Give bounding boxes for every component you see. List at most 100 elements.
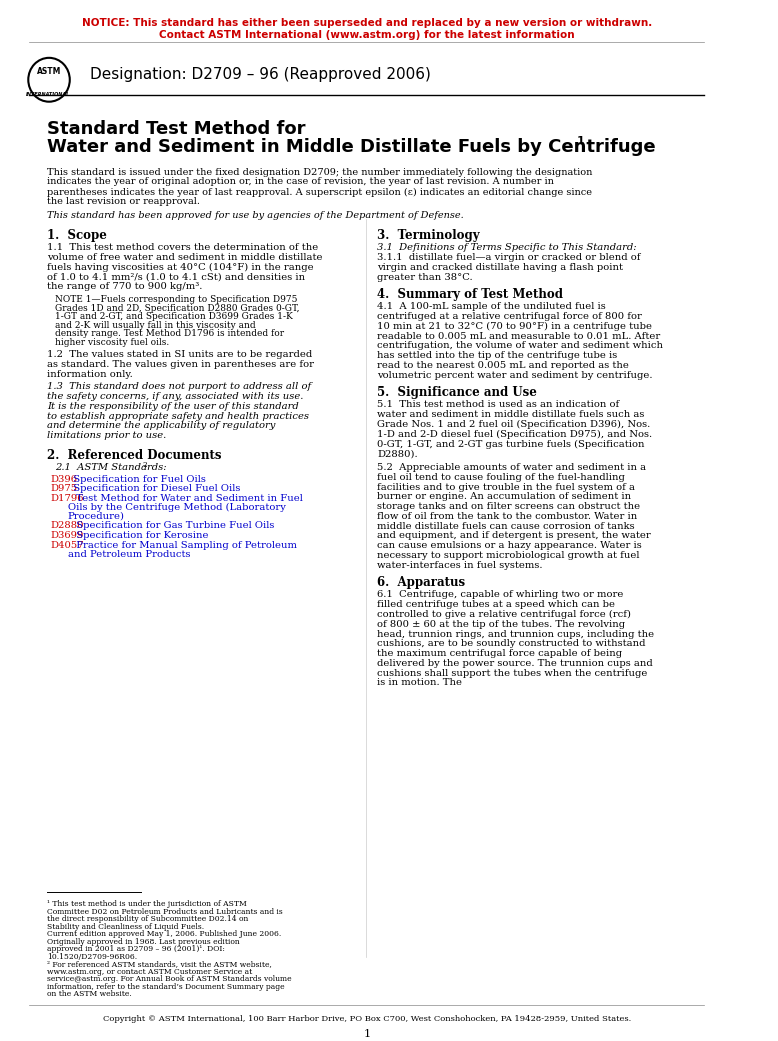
Text: to establish appropriate safety and health practices: to establish appropriate safety and heal…	[47, 411, 309, 421]
Text: indicates the year of original adoption or, in the case of revision, the year of: indicates the year of original adoption …	[47, 177, 554, 186]
Text: Specification for Kerosine: Specification for Kerosine	[71, 531, 209, 540]
Text: 5.1  This test method is used as an indication of: 5.1 This test method is used as an indic…	[377, 401, 619, 409]
Text: of 800 ± 60 at the tip of the tubes. The revolving: of 800 ± 60 at the tip of the tubes. The…	[377, 619, 626, 629]
Text: fuels having viscosities at 40°C (104°F) in the range: fuels having viscosities at 40°C (104°F)…	[47, 262, 314, 272]
Text: delivered by the power source. The trunnion cups and: delivered by the power source. The trunn…	[377, 659, 653, 668]
Text: parentheses indicates the year of last reapproval. A superscript epsilon (ε) ind: parentheses indicates the year of last r…	[47, 187, 592, 197]
Text: the direct responsibility of Subcommittee D02.14 on: the direct responsibility of Subcommitte…	[47, 915, 248, 923]
Text: D3699: D3699	[51, 531, 84, 540]
Text: burner or engine. An accumulation of sediment in: burner or engine. An accumulation of sed…	[377, 492, 631, 502]
Text: INTERNATIONAL: INTERNATIONAL	[26, 92, 70, 97]
Text: the last revision or reapproval.: the last revision or reapproval.	[47, 198, 200, 206]
Text: D975: D975	[51, 484, 78, 493]
Text: is in motion. The: is in motion. The	[377, 679, 462, 687]
Text: Test Method for Water and Sediment in Fuel: Test Method for Water and Sediment in Fu…	[71, 494, 303, 503]
Text: Water and Sediment in Middle Distillate Fuels by Centrifuge: Water and Sediment in Middle Distillate …	[47, 137, 656, 155]
Text: D1796: D1796	[51, 494, 85, 503]
Text: Grade Nos. 1 and 2 fuel oil (Specification D396), Nos.: Grade Nos. 1 and 2 fuel oil (Specificati…	[377, 420, 650, 429]
Text: and Petroleum Products: and Petroleum Products	[68, 550, 191, 559]
Text: volumetric percent water and sediment by centrifuge.: volumetric percent water and sediment by…	[377, 371, 653, 380]
Text: 5.2  Appreciable amounts of water and sediment in a: 5.2 Appreciable amounts of water and sed…	[377, 463, 647, 472]
Text: Specification for Gas Turbine Fuel Oils: Specification for Gas Turbine Fuel Oils	[71, 522, 275, 531]
Text: 1.  Scope: 1. Scope	[47, 229, 107, 243]
Text: necessary to support microbiological growth at fuel: necessary to support microbiological gro…	[377, 551, 640, 560]
Text: NOTE 1—Fuels corresponding to Specification D975: NOTE 1—Fuels corresponding to Specificat…	[54, 296, 297, 304]
Text: controlled to give a relative centrifugal force (rcf): controlled to give a relative centrifuga…	[377, 610, 631, 619]
Text: 5.  Significance and Use: 5. Significance and Use	[377, 386, 537, 400]
Text: of 1.0 to 4.1 mm²/s (1.0 to 4.1 cSt) and densities in: of 1.0 to 4.1 mm²/s (1.0 to 4.1 cSt) and…	[47, 273, 305, 282]
Text: This standard is issued under the fixed designation D2709; the number immediatel: This standard is issued under the fixed …	[47, 168, 593, 177]
Text: 1: 1	[577, 135, 585, 146]
Text: 1: 1	[363, 1029, 370, 1039]
Text: higher viscosity fuel oils.: higher viscosity fuel oils.	[54, 337, 169, 347]
Text: on the ASTM website.: on the ASTM website.	[47, 990, 132, 998]
Text: middle distillate fuels can cause corrosion of tanks: middle distillate fuels can cause corros…	[377, 522, 635, 531]
Text: approved in 2001 as D2709 – 96 (2001)¹. DOI:: approved in 2001 as D2709 – 96 (2001)¹. …	[47, 945, 225, 954]
Text: facilities and to give trouble in the fuel system of a: facilities and to give trouble in the fu…	[377, 483, 635, 491]
Text: Current edition approved May 1, 2006. Published June 2006.: Current edition approved May 1, 2006. Pu…	[47, 931, 282, 938]
Text: and 2-K will usually fall in this viscosity and: and 2-K will usually fall in this viscos…	[54, 321, 255, 330]
Text: storage tanks and on filter screens can obstruct the: storage tanks and on filter screens can …	[377, 502, 640, 511]
Text: and equipment, and if detergent is present, the water: and equipment, and if detergent is prese…	[377, 531, 651, 540]
Text: Oils by the Centrifuge Method (Laboratory: Oils by the Centrifuge Method (Laborator…	[68, 503, 286, 512]
Text: 3.1.1  distillate fuel—a virgin or cracked or blend of: 3.1.1 distillate fuel—a virgin or cracke…	[377, 253, 640, 262]
Text: Standard Test Method for: Standard Test Method for	[47, 120, 306, 137]
Text: ² For referenced ASTM standards, visit the ASTM website,: ² For referenced ASTM standards, visit t…	[47, 960, 272, 968]
Text: service@astm.org. For Annual Book of ASTM Standards volume: service@astm.org. For Annual Book of AST…	[47, 975, 292, 983]
Text: 6.  Apparatus: 6. Apparatus	[377, 577, 465, 589]
Text: It is the responsibility of the user of this standard: It is the responsibility of the user of …	[47, 402, 299, 411]
Text: Specification for Diesel Fuel Oils: Specification for Diesel Fuel Oils	[67, 484, 240, 493]
Text: limitations prior to use.: limitations prior to use.	[47, 431, 166, 440]
Text: cushions, are to be soundly constructed to withstand: cushions, are to be soundly constructed …	[377, 639, 646, 649]
Text: 2.1  ASTM Standards:: 2.1 ASTM Standards:	[54, 463, 166, 472]
Text: 2: 2	[142, 461, 147, 468]
Text: density range. Test Method D1796 is intended for: density range. Test Method D1796 is inte…	[54, 329, 284, 338]
Text: NOTICE: This standard has either been superseded and replaced by a new version o: NOTICE: This standard has either been su…	[82, 18, 652, 28]
Text: Practice for Manual Sampling of Petroleum: Practice for Manual Sampling of Petroleu…	[71, 541, 297, 550]
Text: 10 min at 21 to 32°C (70 to 90°F) in a centrifuge tube: 10 min at 21 to 32°C (70 to 90°F) in a c…	[377, 322, 652, 331]
Text: and determine the applicability of regulatory: and determine the applicability of regul…	[47, 422, 275, 430]
Text: Originally approved in 1968. Last previous edition: Originally approved in 1968. Last previo…	[47, 938, 240, 945]
Text: Procedure): Procedure)	[68, 512, 125, 520]
Text: flow of oil from the tank to the combustor. Water in: flow of oil from the tank to the combust…	[377, 512, 637, 520]
Text: www.astm.org, or contact ASTM Customer Service at: www.astm.org, or contact ASTM Customer S…	[47, 968, 252, 975]
Text: 4.  Summary of Test Method: 4. Summary of Test Method	[377, 288, 563, 301]
Text: 1-GT and 2-GT, and Specification D3699 Grades 1-K: 1-GT and 2-GT, and Specification D3699 G…	[54, 312, 293, 321]
Text: D4057: D4057	[51, 541, 85, 550]
Text: cushions shall support the tubes when the centrifuge: cushions shall support the tubes when th…	[377, 668, 647, 678]
Text: virgin and cracked distillate having a flash point: virgin and cracked distillate having a f…	[377, 262, 623, 272]
Text: 3.1  Definitions of Terms Specific to This Standard:: 3.1 Definitions of Terms Specific to Thi…	[377, 244, 636, 252]
Text: readable to 0.005 mL and measurable to 0.01 mL. After: readable to 0.005 mL and measurable to 0…	[377, 332, 661, 340]
Text: 10.1520/D2709-96R06.: 10.1520/D2709-96R06.	[47, 953, 137, 961]
Text: greater than 38°C.: greater than 38°C.	[377, 273, 473, 282]
Text: water and sediment in middle distillate fuels such as: water and sediment in middle distillate …	[377, 410, 644, 420]
Text: Copyright © ASTM International, 100 Barr Harbor Drive, PO Box C700, West Conshoh: Copyright © ASTM International, 100 Barr…	[103, 1015, 631, 1023]
Text: can cause emulsions or a hazy appearance. Water is: can cause emulsions or a hazy appearance…	[377, 541, 642, 551]
Text: volume of free water and sediment in middle distillate: volume of free water and sediment in mid…	[47, 253, 323, 262]
Text: read to the nearest 0.005 mL and reported as the: read to the nearest 0.005 mL and reporte…	[377, 361, 629, 370]
Text: 3.  Terminology: 3. Terminology	[377, 229, 480, 243]
Text: head, trunnion rings, and trunnion cups, including the: head, trunnion rings, and trunnion cups,…	[377, 630, 654, 638]
Text: the range of 770 to 900 kg/m³.: the range of 770 to 900 kg/m³.	[47, 282, 202, 291]
Text: D2880: D2880	[51, 522, 85, 531]
Text: the safety concerns, if any, associated with its use.: the safety concerns, if any, associated …	[47, 392, 303, 401]
Text: as standard. The values given in parentheses are for: as standard. The values given in parenth…	[47, 360, 314, 369]
Text: 2.  Referenced Documents: 2. Referenced Documents	[47, 449, 222, 462]
Text: filled centrifuge tubes at a speed which can be: filled centrifuge tubes at a speed which…	[377, 601, 615, 609]
Text: information only.: information only.	[47, 370, 133, 379]
Text: 1.3  This standard does not purport to address all of: 1.3 This standard does not purport to ad…	[47, 382, 311, 391]
Text: fuel oil tend to cause fouling of the fuel-handling: fuel oil tend to cause fouling of the fu…	[377, 473, 625, 482]
Text: water-interfaces in fuel systems.: water-interfaces in fuel systems.	[377, 561, 543, 569]
Text: Committee D02 on Petroleum Products and Lubricants and is: Committee D02 on Petroleum Products and …	[47, 908, 283, 916]
Text: 1.1  This test method covers the determination of the: 1.1 This test method covers the determin…	[47, 244, 318, 252]
Text: 1-D and 2-D diesel fuel (Specification D975), and Nos.: 1-D and 2-D diesel fuel (Specification D…	[377, 430, 652, 439]
Text: This standard has been approved for use by agencies of the Department of Defense: This standard has been approved for use …	[47, 211, 464, 221]
Text: Grades 1D and 2D, Specification D2880 Grades 0-GT,: Grades 1D and 2D, Specification D2880 Gr…	[54, 304, 300, 312]
Text: has settled into the tip of the centrifuge tube is: has settled into the tip of the centrifu…	[377, 351, 618, 360]
Text: ASTM: ASTM	[37, 68, 61, 76]
Text: Designation: D2709 – 96 (Reapproved 2006): Designation: D2709 – 96 (Reapproved 2006…	[89, 68, 430, 82]
Text: Contact ASTM International (www.astm.org) for the latest information: Contact ASTM International (www.astm.org…	[159, 30, 575, 40]
Text: Specification for Fuel Oils: Specification for Fuel Oils	[67, 475, 205, 484]
Text: information, refer to the standard’s Document Summary page: information, refer to the standard’s Doc…	[47, 983, 285, 991]
Text: D2880).: D2880).	[377, 450, 418, 458]
